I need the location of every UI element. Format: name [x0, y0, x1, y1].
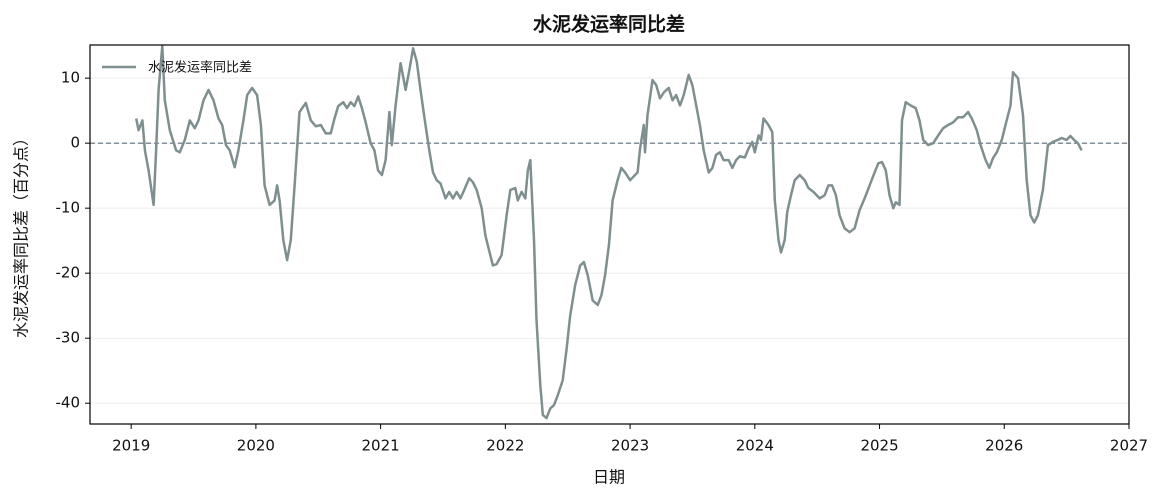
- data-line: [134, 44, 1083, 420]
- x-tick-label: 2021: [362, 437, 400, 455]
- y-tick-label: -20: [56, 264, 81, 282]
- chart-title: 水泥发运率同比差: [533, 13, 685, 36]
- x-tick-label: 2025: [860, 437, 898, 455]
- y-tick-label: -10: [56, 199, 81, 217]
- x-tick-label: 2020: [237, 437, 275, 455]
- y-tick-label: -30: [56, 329, 81, 347]
- legend-label: 水泥发运率同比差: [148, 60, 252, 76]
- x-tick-label: 2023: [611, 437, 649, 455]
- plot-frame: [89, 44, 1130, 425]
- x-axis-label: 日期: [593, 468, 625, 487]
- y-tick-label: 10: [61, 69, 80, 87]
- x-tick-label: 2022: [486, 437, 524, 455]
- x-tick-label: 2026: [985, 437, 1023, 455]
- x-tick-label: 2027: [1110, 437, 1148, 455]
- x-tick-label: 2019: [112, 437, 150, 455]
- x-tick-label: 2024: [736, 437, 774, 455]
- y-tick-label: -40: [56, 394, 81, 412]
- y-axis-label: 水泥发运率同比差（百分点）: [12, 130, 31, 338]
- y-tick-label: 0: [70, 134, 80, 152]
